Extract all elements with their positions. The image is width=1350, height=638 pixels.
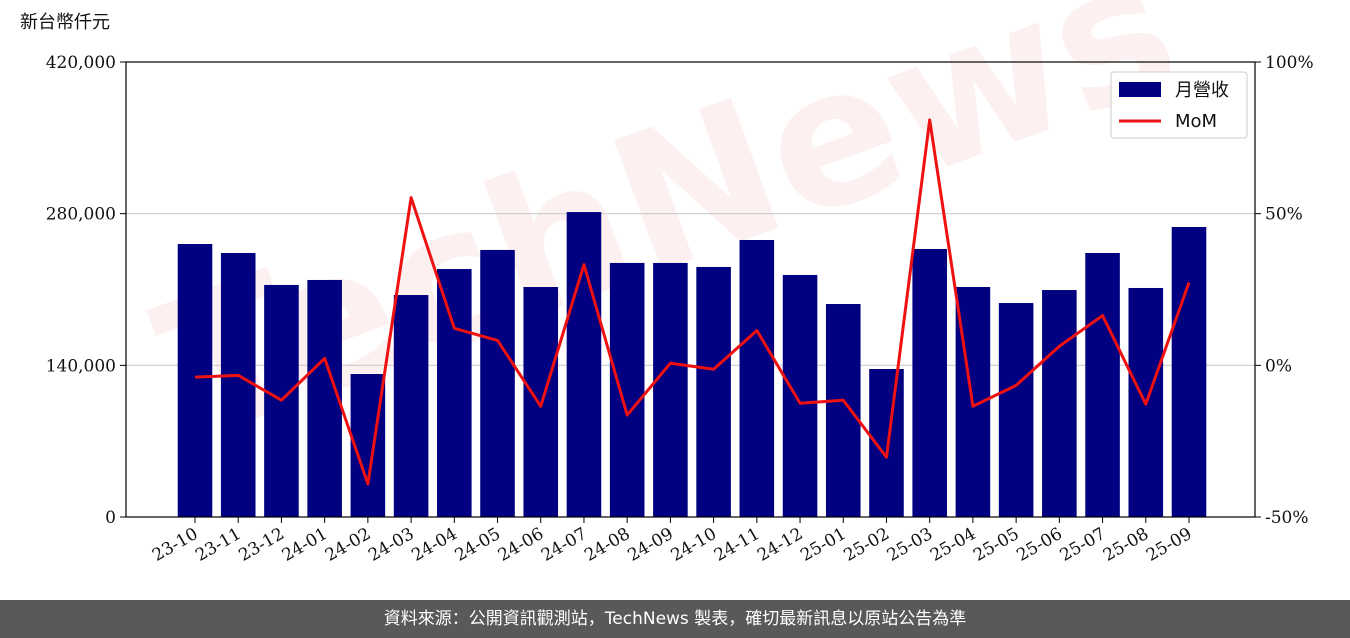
bar [1171,226,1207,517]
x-tick-label: 23-10 [149,524,201,566]
x-tick-label: 25-08 [1100,524,1152,566]
footer: 資料來源：公開資訊觀測站，TechNews 製表，確切最新訊息以原站公告為準 [0,600,1350,638]
bar [825,304,861,517]
bar [739,239,775,517]
plot-frame [125,61,1256,518]
x-tick-label: 24-02 [322,524,374,566]
x-tick-label: 25-01 [797,524,849,566]
legend-label: 月營收 [1175,80,1229,101]
x-tick-label: 23-11 [192,524,244,566]
x-tick-label: 25-05 [970,524,1022,566]
bar [220,252,256,517]
y2-tick-label: -50% [1265,508,1309,528]
x-tick-label: 25-02 [841,524,893,566]
line [194,118,1191,486]
bar [696,266,731,517]
x-tick-label: 24-12 [754,524,806,566]
x-tick-label: 24-11 [711,524,763,566]
bar [1042,290,1077,517]
x-tick-label: 24-03 [365,524,417,566]
bar [566,212,602,517]
y2-tick-label: 0% [1265,356,1292,376]
y2-tick-label: 50% [1265,205,1303,225]
legend-label: MoM [1175,111,1217,132]
y-tick-label: 140,000 [46,356,116,376]
bar [1085,252,1120,517]
y-tick-label: 280,000 [46,205,116,225]
x-tick-label: 24-04 [408,524,460,566]
bar [782,274,818,517]
y-axis-label: 新台幣仟元 [20,12,110,33]
bar [480,249,515,518]
bar [437,269,472,517]
bar [912,248,947,517]
x-tick-label: 25-03 [884,524,936,566]
x-tick-label: 24-01 [279,524,331,566]
x-tick-label: 24-07 [538,524,590,566]
bar [177,244,213,517]
bar [998,303,1034,517]
x-tick-label: 24-06 [495,524,547,566]
legend-swatch [1119,82,1161,97]
bar [307,279,342,517]
x-tick-label: 24-10 [668,524,720,566]
x-tick-label: 23-12 [235,524,287,566]
bar [653,262,688,517]
y-tick-label: 420,000 [46,53,116,73]
x-tick-label: 24-08 [581,524,633,566]
chart: 新台幣仟元 TechNews 0140,000280,000420,000-50… [20,0,1314,566]
x-tick-label: 25-04 [927,524,979,566]
x-tick-label: 24-05 [452,524,504,566]
x-tick-label: 25-06 [1013,524,1065,566]
y-tick-label: 0 [105,508,116,528]
x-tick-label: 25-09 [1143,524,1195,566]
y2-tick-label: 100% [1265,53,1314,73]
bar [609,262,645,517]
bar [393,295,429,517]
x-tick-label: 24-09 [624,524,676,566]
x-tick-label: 25-07 [1057,524,1109,566]
